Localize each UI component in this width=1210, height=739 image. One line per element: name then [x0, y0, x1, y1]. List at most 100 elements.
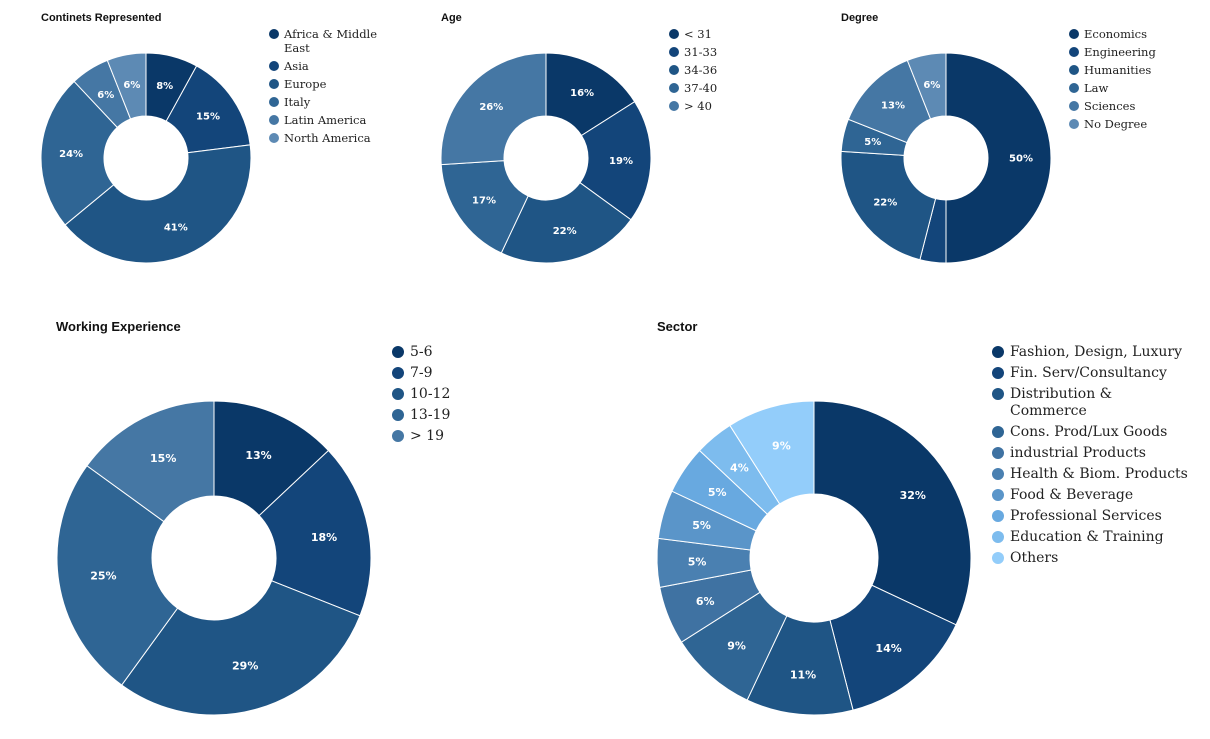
donut-slice — [545, 52, 636, 137]
legend-item: < 31 — [669, 27, 779, 41]
legend-swatch — [1069, 47, 1079, 57]
legend-item: Engineering — [1069, 45, 1179, 59]
slice-value-label: 17% — [472, 196, 496, 207]
legend-item: 7-9 — [392, 365, 502, 382]
legend: < 31 31-33 34-36 37-40 > 40 — [669, 27, 779, 117]
donut-slice — [813, 400, 972, 626]
donut-slice — [579, 101, 652, 221]
legend-item: 34-36 — [669, 63, 779, 77]
donut-slice — [86, 400, 215, 523]
slice-value-label: 6% — [123, 80, 140, 91]
legend-label: 5-6 — [410, 344, 433, 360]
donut-slice — [906, 52, 947, 120]
legend-item: Law — [1069, 81, 1179, 95]
legend-item: > 19 — [392, 428, 502, 445]
slice-value-label: 15% — [196, 111, 220, 122]
slice-value-label: 29% — [232, 659, 258, 672]
legend-swatch — [269, 133, 279, 143]
legend-swatch — [992, 426, 1004, 438]
donut-chart: 13% 18% 29% 25% 15% — [56, 400, 372, 716]
slice-value-label: 5% — [692, 519, 711, 532]
slice-value-label: 32% — [900, 489, 926, 502]
donut-chart: 16% 19% 22% 17% 26% — [440, 52, 652, 264]
donut-slice — [829, 584, 957, 711]
legend-item: Africa & Middle East — [269, 27, 379, 55]
legend-label: Italy — [284, 95, 311, 109]
legend-item: Fashion, Design, Luxury — [992, 344, 1192, 361]
slice-value-label: 25% — [90, 569, 116, 582]
legend-label: Sciences — [1084, 99, 1136, 113]
legend-label: Fin. Serv/Consultancy — [1010, 365, 1167, 381]
slice-value-label: 13% — [881, 101, 905, 112]
legend-label: Law — [1084, 81, 1109, 95]
slice-value-label: 5% — [688, 556, 707, 569]
slice-value-label: 22% — [873, 198, 897, 209]
legend: Africa & Middle East Asia Europe Italy Latin… — [269, 27, 379, 149]
donut-chart: 32%14%11%9%6%5%5%5%4%9% — [656, 400, 972, 716]
donut-slice — [500, 181, 632, 264]
legend-label: Professional Services — [1010, 508, 1162, 524]
legend-swatch — [392, 346, 404, 358]
legend-label: Engineering — [1084, 45, 1156, 59]
legend-item: Economics — [1069, 27, 1179, 41]
legend-swatch — [992, 531, 1004, 543]
legend-swatch — [669, 47, 679, 57]
legend-label: Latin America — [284, 113, 367, 127]
legend-label: Humanities — [1084, 63, 1152, 77]
legend-swatch — [1069, 29, 1079, 39]
donut-slice — [440, 52, 547, 166]
legend-item: Professional Services — [992, 508, 1192, 525]
legend-label: 31-33 — [684, 45, 718, 59]
legend-swatch — [269, 29, 279, 39]
legend-swatch — [992, 346, 1004, 358]
slice-value-label: 50% — [1009, 154, 1033, 165]
slice-value-label: 6% — [97, 90, 114, 101]
legend-label: Europe — [284, 77, 327, 91]
legend-swatch — [392, 430, 404, 442]
legend-label: 13-19 — [410, 407, 451, 423]
legend-item: 13-19 — [392, 407, 502, 424]
legend-item: Humanities — [1069, 63, 1179, 77]
legend-label: industrial Products — [1010, 445, 1146, 461]
legend-label: < 31 — [684, 27, 712, 41]
slice-value-label: 22% — [553, 226, 577, 237]
legend-item: industrial Products — [992, 445, 1192, 462]
legend-swatch — [269, 115, 279, 125]
legend-label: Food & Beverage — [1010, 487, 1134, 503]
slice-value-label: 16% — [570, 88, 594, 99]
legend-label: Distribution & Commerce — [1010, 386, 1113, 419]
legend-label: 10-12 — [410, 386, 451, 402]
legend-item: Fin. Serv/Consultancy — [992, 365, 1192, 382]
slice-value-label: 5% — [864, 137, 881, 148]
legend-swatch — [992, 489, 1004, 501]
legend-swatch — [669, 29, 679, 39]
legend-item: Food & Beverage — [992, 487, 1192, 504]
legend-swatch — [392, 388, 404, 400]
slice-value-label: 15% — [150, 452, 176, 465]
legend: 5-6 7-9 10-12 13-19 > 19 — [392, 344, 502, 449]
legend-item: Asia — [269, 59, 379, 73]
slice-value-label: 18% — [311, 531, 337, 544]
legend-swatch — [1069, 119, 1079, 129]
donut-slice — [945, 52, 1052, 264]
slice-value-label: 5% — [708, 486, 727, 499]
chart-title: Sector — [657, 319, 698, 334]
legend-item: Health & Biom. Products — [992, 466, 1192, 483]
legend-label: > 40 — [684, 99, 712, 113]
legend-swatch — [392, 409, 404, 421]
legend-label: No Degree — [1084, 117, 1148, 131]
slice-value-label: 41% — [164, 222, 188, 233]
slice-value-label: 9% — [772, 440, 791, 453]
legend-label: Education & Training — [1010, 529, 1164, 545]
slice-value-label: 19% — [609, 156, 633, 167]
legend-item: > 40 — [669, 99, 779, 113]
legend-item: North America — [269, 131, 379, 145]
legend-swatch — [992, 468, 1004, 480]
legend-swatch — [269, 97, 279, 107]
legend-item: No Degree — [1069, 117, 1179, 131]
legend-item: Italy — [269, 95, 379, 109]
donut-chart: 50% 22% 5% 13% 6% — [840, 52, 1052, 264]
legend-swatch — [992, 552, 1004, 564]
donut-slice — [213, 400, 330, 517]
legend-swatch — [992, 447, 1004, 459]
